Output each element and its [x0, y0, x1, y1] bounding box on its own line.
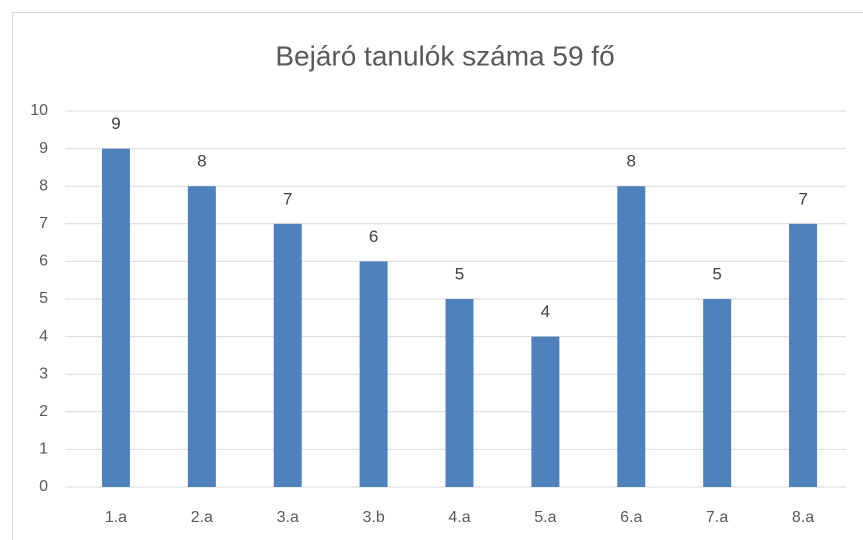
chart-border: [12, 12, 863, 540]
bar: [101, 148, 130, 487]
bar: [531, 336, 560, 487]
data-label: 4: [541, 302, 550, 321]
data-label: 7: [283, 189, 292, 208]
bar: [187, 186, 216, 487]
x-tick-label: 3.a: [277, 509, 299, 526]
data-label: 8: [627, 152, 636, 171]
x-tick-label: 5.a: [534, 509, 556, 526]
bar: [789, 223, 818, 488]
x-tick-label: 2.a: [191, 509, 213, 526]
y-tick-label: 2: [39, 403, 48, 420]
y-tick-label: 7: [39, 215, 48, 232]
x-tick-label: 7.a: [706, 509, 728, 526]
y-tick-label: 6: [39, 253, 48, 270]
data-label: 7: [798, 189, 807, 208]
y-tick-label: 9: [39, 140, 48, 157]
x-tick-label: 3.b: [362, 509, 384, 526]
bar: [273, 223, 302, 488]
bar: [703, 299, 732, 487]
x-tick-label: 1.a: [105, 509, 127, 526]
y-tick-label: 10: [30, 102, 48, 119]
y-tick-label: 0: [39, 478, 48, 495]
y-tick-label: 8: [39, 177, 48, 194]
x-tick-label: 6.a: [620, 509, 642, 526]
data-label: 5: [712, 264, 721, 283]
bar: [617, 186, 646, 487]
data-label: 9: [111, 114, 120, 133]
data-label: 5: [455, 264, 464, 283]
chart-title: Bejáró tanulók száma 59 fő: [275, 40, 614, 71]
data-label: 6: [369, 227, 378, 246]
y-tick-label: 4: [39, 328, 48, 345]
data-label: 8: [197, 152, 206, 171]
x-tick-label: 8.a: [792, 509, 814, 526]
y-tick-label: 1: [39, 441, 48, 458]
y-tick-label: 3: [39, 365, 48, 382]
x-tick-label: 4.a: [448, 509, 470, 526]
bar: [445, 299, 474, 487]
bar: [359, 261, 388, 487]
y-tick-label: 5: [39, 290, 48, 307]
